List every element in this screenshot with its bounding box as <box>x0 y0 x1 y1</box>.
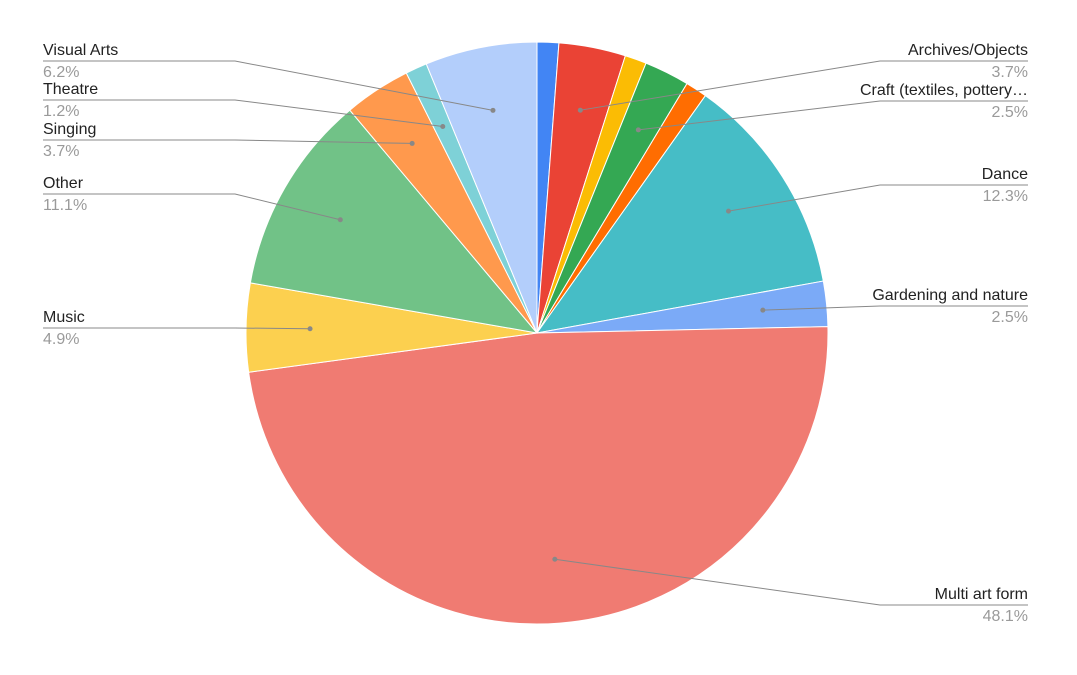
leader-dot <box>307 326 313 332</box>
slice-value: 2.5% <box>992 104 1028 121</box>
leader-line <box>43 193 341 221</box>
slice-value: 48.1% <box>983 608 1028 625</box>
slice-value: 12.3% <box>983 188 1028 205</box>
leader-dot <box>337 217 343 223</box>
slice-value: 2.5% <box>992 309 1028 326</box>
pie-slice <box>535 94 824 334</box>
slice-label: Archives/Objects <box>908 42 1028 59</box>
leader-line <box>728 184 1028 212</box>
slice-label: Visual Arts <box>43 42 118 59</box>
slice-label: Craft (textiles, pottery… <box>860 82 1028 99</box>
slice-value: 6.2% <box>43 64 79 81</box>
leader-dot <box>552 556 558 562</box>
leader-dot <box>726 208 732 214</box>
slice-value: 3.7% <box>992 64 1028 81</box>
pie-slice <box>248 326 829 625</box>
leader-line <box>638 100 1028 131</box>
leader-dot <box>440 124 446 130</box>
slice-label: Dance <box>982 166 1028 183</box>
leader-line <box>43 60 494 111</box>
slice-label: Music <box>43 309 85 326</box>
pie-slice <box>425 41 538 334</box>
slice-value: 4.9% <box>43 331 79 348</box>
leader-line <box>580 60 1028 111</box>
slice-value: 1.2% <box>43 103 79 120</box>
leader-dot <box>635 127 641 133</box>
leader-line <box>43 327 311 330</box>
slice-value: 3.7% <box>43 143 79 160</box>
leader-dot <box>760 307 766 313</box>
leader-line <box>762 305 1028 311</box>
slice-value: 11.1% <box>43 197 87 214</box>
leader-line <box>554 558 1028 606</box>
slice-label: Gardening and nature <box>872 287 1028 304</box>
slice-label: Multi art form <box>935 586 1028 603</box>
slice-label: Theatre <box>43 81 98 98</box>
leader-line <box>43 139 413 144</box>
leader-dot <box>490 107 496 113</box>
slice-label: Other <box>43 175 84 192</box>
leader-dot <box>409 140 415 146</box>
slice-label: Singing <box>43 121 96 138</box>
pie-slice <box>249 109 539 334</box>
leader-line <box>43 99 443 128</box>
leader-dot <box>577 107 583 113</box>
